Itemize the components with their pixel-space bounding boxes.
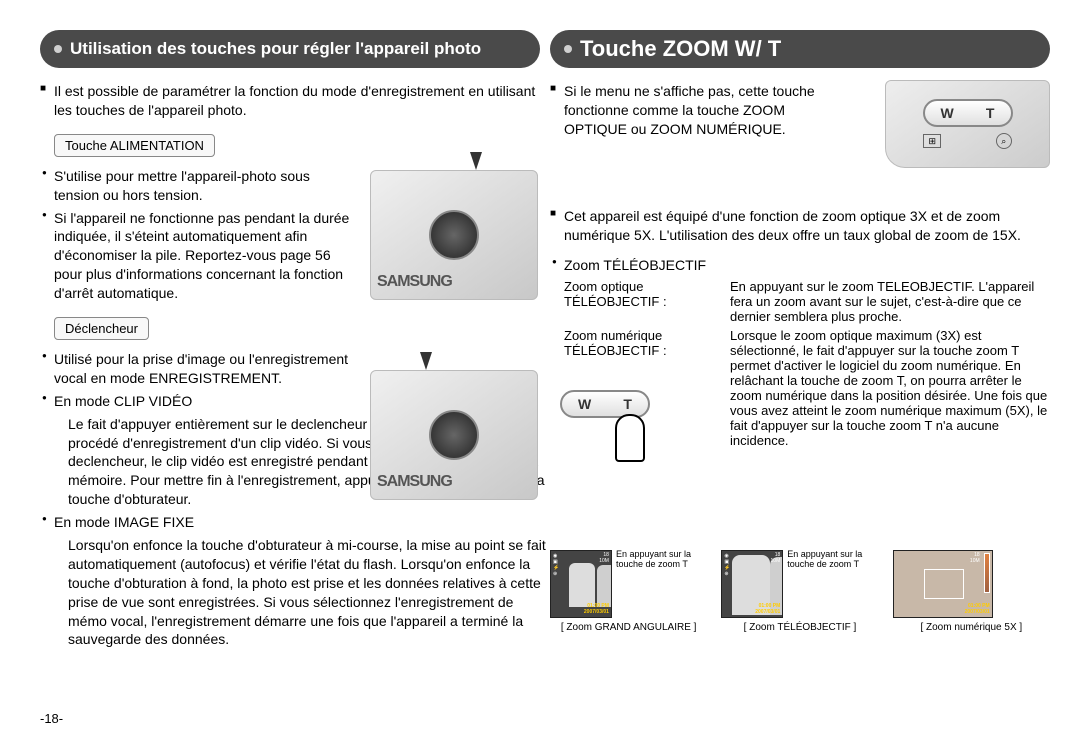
camera-illustration-power: SAMSUNG — [370, 170, 538, 300]
arrow-down-icon-1 — [470, 152, 482, 170]
t-label: T — [986, 105, 995, 121]
shutter-b3: En mode IMAGE FIXE — [54, 513, 540, 532]
right-intro: Si le menu ne s'affiche pas, cette touch… — [564, 82, 844, 139]
wt-rocker-button: W T — [923, 99, 1013, 127]
shutter-b2: En mode CLIP VIDÉO — [54, 392, 354, 411]
tele-label: Zoom TÉLÉOBJECTIF — [564, 256, 1050, 275]
section-title-left-text: Utilisation des touches pour régler l'ap… — [70, 39, 481, 59]
power-b1: S'utilise pour mettre l'appareil-photo s… — [54, 167, 354, 205]
thumbnail-mode-icon: ⊞ — [923, 134, 941, 148]
opt-text: En appuyant sur le zoom TELEOBJECTIF. L'… — [730, 279, 1050, 324]
press-label-1: En appuyant sur la touche de zoom T — [616, 550, 707, 618]
power-label: Touche ALIMENTATION — [54, 134, 215, 157]
w-label: W — [941, 105, 954, 121]
thumb-group-3: 1810M 01:00 PM2007/03/01 [ Zoom numériqu… — [893, 550, 1050, 633]
hand-press-illustration: W T — [560, 390, 680, 462]
thumb-group-1: ◉▣⚡⊕ 1810M 01:00 PM2007/03/01 En appuyan… — [550, 550, 707, 633]
power-b2: Si l'appareil ne fonctionne pas pendant … — [54, 209, 354, 303]
arrow-down-icon-2 — [420, 352, 432, 370]
shutter-b3-text: Lorsqu'on enfonce la touche d'obturateur… — [68, 536, 548, 649]
press-label-2: En appuyant sur la touche de zoom T — [787, 550, 878, 618]
opt-label: Zoom optique TÉLÉOBJECTIF : — [564, 279, 724, 324]
section-title-right-text: Touche ZOOM W/ T — [580, 36, 781, 62]
thumb-cap-3: [ Zoom numérique 5X ] — [893, 622, 1050, 633]
thumb-wide: ◉▣⚡⊕ 1810M 01:00 PM2007/03/01 — [550, 550, 612, 618]
thumb-cap-2: [ Zoom TÉLÉOBJECTIF ] — [721, 622, 878, 633]
left-intro: Il est possible de paramétrer la fonctio… — [54, 82, 540, 120]
section-title-right: Touche ZOOM W/ T — [550, 30, 1050, 68]
zoom-info: Cet appareil est équipé d'une fonction d… — [564, 207, 1050, 245]
wt-rocker-button-2: W T — [560, 390, 650, 418]
dig-text: Lorsque le zoom optique maximum (3X) est… — [730, 328, 1050, 448]
camera-brand-1: SAMSUNG — [377, 273, 452, 291]
shutter-label: Déclencheur — [54, 317, 149, 340]
camera-illustration-shutter: SAMSUNG — [370, 370, 538, 500]
thumb-group-2: ◉▣⚡⊕ 1810M 01:00 PM2007/03/01 En appuyan… — [721, 550, 878, 633]
thumb-digital: 1810M 01:00 PM2007/03/01 — [893, 550, 993, 618]
device-corner-illustration: W T ⊞ ⌕ — [885, 80, 1050, 168]
shutter-b1: Utilisé pour la prise d'image ou l'enreg… — [54, 350, 354, 388]
magnify-icon: ⌕ — [996, 133, 1012, 149]
zoom-thumbnails-row: ◉▣⚡⊕ 1810M 01:00 PM2007/03/01 En appuyan… — [550, 550, 1050, 633]
section-title-left: Utilisation des touches pour régler l'ap… — [40, 30, 540, 68]
t-label-2: T — [623, 396, 632, 412]
thumb-tele: ◉▣⚡⊕ 1810M 01:00 PM2007/03/01 — [721, 550, 783, 618]
thumb-cap-1: [ Zoom GRAND ANGULAIRE ] — [550, 622, 707, 633]
page-number: -18- — [40, 711, 63, 726]
w-label-2: W — [578, 396, 591, 412]
camera-brand-2: SAMSUNG — [377, 473, 452, 491]
